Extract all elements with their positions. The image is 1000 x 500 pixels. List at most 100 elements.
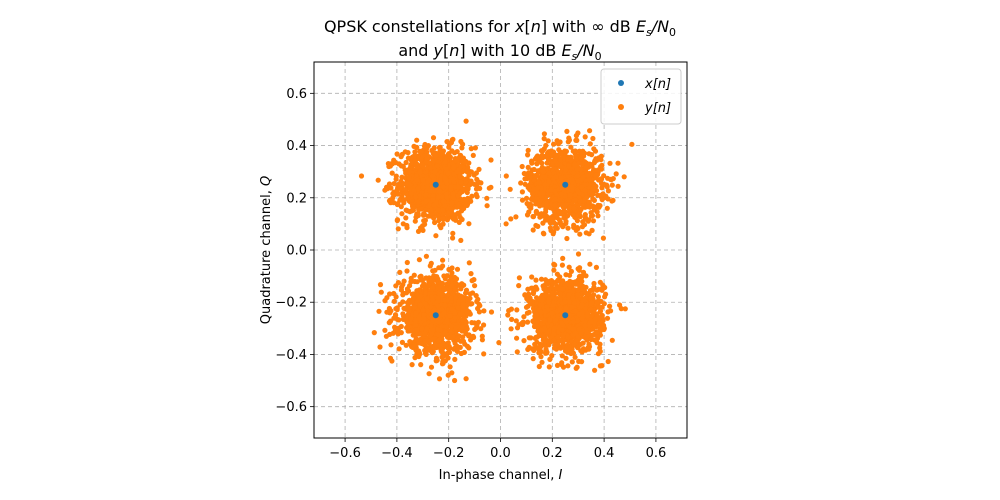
y-point bbox=[453, 325, 459, 331]
y-point bbox=[453, 287, 459, 293]
y-point bbox=[576, 211, 582, 217]
y-point bbox=[450, 176, 457, 182]
y-point bbox=[420, 177, 426, 183]
y-point bbox=[546, 170, 552, 176]
y-point bbox=[450, 230, 456, 236]
y-point bbox=[484, 203, 490, 209]
chart-title-line2: and y[n] with 10 dB Es/N0 bbox=[398, 41, 601, 63]
y-point bbox=[530, 227, 536, 233]
y-point bbox=[575, 130, 581, 136]
y-point bbox=[488, 157, 494, 163]
y-point bbox=[427, 165, 433, 171]
y-point bbox=[436, 376, 443, 382]
y-point bbox=[541, 146, 547, 152]
y-point bbox=[585, 172, 591, 179]
y-point bbox=[459, 216, 465, 223]
y-point bbox=[457, 173, 463, 179]
y-point bbox=[599, 162, 605, 168]
y-point bbox=[452, 294, 459, 301]
y-point bbox=[572, 279, 579, 285]
y-point bbox=[567, 204, 573, 210]
y-point bbox=[574, 173, 581, 179]
y-point bbox=[400, 311, 406, 317]
y-point bbox=[408, 279, 414, 285]
y-point bbox=[588, 306, 594, 312]
y-point bbox=[415, 228, 422, 234]
y-point bbox=[404, 268, 410, 274]
y-point bbox=[534, 286, 540, 292]
y-point bbox=[430, 317, 436, 323]
y-point bbox=[525, 346, 531, 352]
y-point bbox=[408, 316, 414, 322]
y-point bbox=[593, 172, 599, 178]
y-point bbox=[538, 354, 544, 360]
y-point bbox=[394, 201, 400, 208]
y-point bbox=[441, 273, 447, 279]
y-point bbox=[567, 154, 574, 160]
y-point bbox=[420, 307, 426, 313]
chart-title-line1: QPSK constellations for x[n] with ∞ dB E… bbox=[324, 17, 676, 39]
y-point bbox=[384, 295, 390, 301]
y-point bbox=[543, 202, 550, 208]
y-point bbox=[503, 221, 509, 227]
y-point bbox=[572, 162, 578, 168]
y-point bbox=[411, 187, 417, 193]
y-point bbox=[422, 285, 428, 291]
y-point bbox=[463, 118, 469, 124]
x-point bbox=[432, 181, 439, 188]
y-point bbox=[429, 296, 436, 303]
y-point bbox=[456, 300, 462, 306]
y-point bbox=[580, 174, 587, 180]
x-tick-label: −0.4 bbox=[381, 446, 413, 461]
y-point bbox=[525, 152, 531, 158]
y-point bbox=[378, 289, 384, 295]
y-point bbox=[586, 177, 592, 183]
y-point bbox=[418, 150, 424, 156]
y-point bbox=[589, 300, 595, 306]
y-point bbox=[465, 169, 471, 175]
y-point bbox=[436, 286, 443, 292]
y-point bbox=[394, 217, 400, 224]
y-point bbox=[594, 299, 600, 305]
y-point bbox=[530, 191, 536, 197]
y-point bbox=[528, 335, 534, 341]
y-point bbox=[411, 153, 417, 159]
y-point bbox=[607, 303, 613, 309]
y-point bbox=[465, 297, 471, 303]
y-point bbox=[578, 330, 584, 336]
y-point bbox=[569, 304, 575, 310]
y-point bbox=[514, 349, 520, 355]
y-point bbox=[542, 181, 548, 188]
y-point bbox=[566, 163, 572, 169]
y-point bbox=[477, 303, 483, 309]
y-point bbox=[420, 184, 426, 191]
y-point bbox=[486, 185, 492, 191]
y-point bbox=[589, 312, 595, 319]
y-point bbox=[452, 356, 458, 362]
y-point bbox=[604, 205, 610, 211]
y-point bbox=[423, 351, 429, 357]
y-point bbox=[384, 184, 390, 190]
y-point bbox=[428, 278, 434, 284]
y-point bbox=[587, 141, 593, 147]
y-point bbox=[445, 355, 451, 361]
y-point bbox=[455, 184, 461, 190]
y-point bbox=[560, 286, 566, 292]
y-point bbox=[402, 315, 409, 321]
y-point bbox=[484, 195, 490, 201]
y-point bbox=[591, 292, 597, 298]
y-point bbox=[440, 216, 446, 222]
y-point bbox=[602, 294, 608, 300]
y-point bbox=[470, 333, 476, 339]
y-point bbox=[440, 350, 446, 356]
y-point bbox=[591, 146, 597, 152]
y-point bbox=[418, 162, 425, 168]
y-point bbox=[590, 218, 597, 224]
x-point bbox=[562, 312, 569, 319]
y-point bbox=[607, 160, 613, 166]
y-point bbox=[445, 346, 452, 352]
y-point bbox=[387, 291, 393, 297]
y-point bbox=[525, 319, 531, 325]
y-point bbox=[565, 225, 571, 231]
y-point bbox=[574, 364, 580, 370]
